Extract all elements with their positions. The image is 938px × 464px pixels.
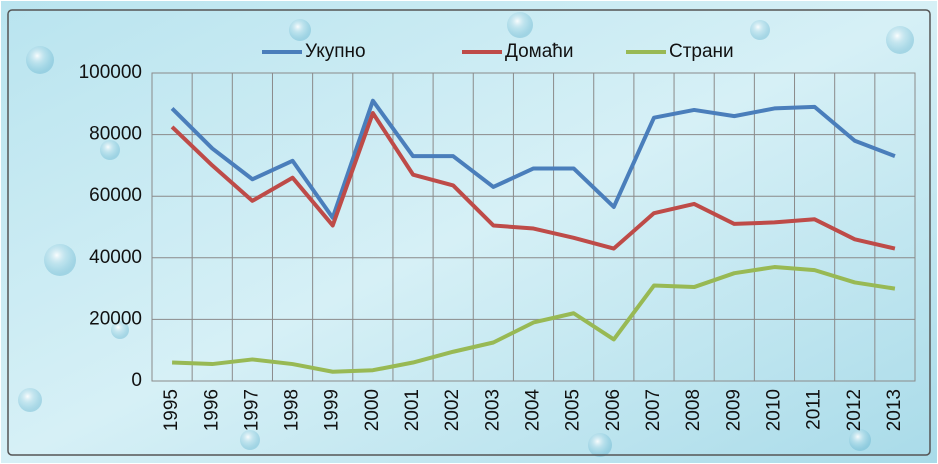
droplets [18, 12, 914, 457]
x-tick-label: 1997 [241, 389, 262, 431]
y-tick-label: 80000 [89, 124, 142, 145]
x-tick-label: 2001 [402, 389, 423, 431]
legend-label: Домаћи [505, 41, 573, 62]
x-tick-label: 2012 [844, 389, 865, 431]
y-tick-label: 40000 [89, 247, 142, 268]
y-tick-label: 20000 [89, 308, 142, 329]
legend-label: Страни [669, 41, 734, 62]
x-tick-label: 2010 [763, 389, 784, 431]
y-tick-label: 0 [131, 370, 142, 391]
x-tick-label: 2009 [723, 389, 744, 431]
x-tick-label: 2013 [884, 389, 905, 431]
x-tick-label: 2007 [643, 389, 664, 431]
x-tick-label: 2008 [683, 389, 704, 431]
x-tick-label: 1999 [322, 389, 343, 431]
x-tick-label: 2006 [603, 389, 624, 431]
legend-label: Укупно [305, 41, 366, 62]
chart-frame [7, 9, 931, 456]
x-tick-label: 2005 [563, 389, 584, 431]
y-tick-label: 100000 [79, 62, 142, 83]
line-series [170, 111, 896, 251]
x-tick-label: 1996 [201, 389, 222, 431]
line-series [172, 265, 896, 374]
x-tick-label: 2003 [482, 389, 503, 431]
x-tick-label: 2004 [523, 389, 544, 432]
x-tick-label: 1998 [282, 389, 303, 431]
x-tick-label: 2000 [362, 389, 383, 431]
line-series [170, 98, 896, 220]
x-tick-label: 2002 [442, 389, 463, 431]
x-tick-label: 1995 [161, 389, 182, 431]
x-tick-label: 2011 [804, 389, 825, 430]
y-tick-label: 60000 [89, 185, 142, 206]
